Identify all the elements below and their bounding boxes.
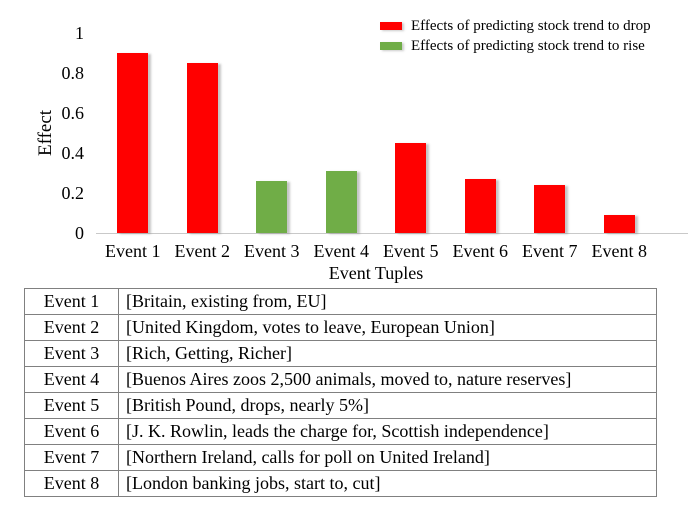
x-tick-label: Event 7 [522, 241, 578, 261]
event-tuple-cell: [Britain, existing from, EU] [118, 288, 657, 315]
bar-slot [307, 33, 377, 233]
event-tuple-cell: [United Kingdom, votes to leave, Europea… [118, 314, 657, 341]
event-id-cell: Event 1 [24, 288, 119, 315]
x-tick-label: Event 5 [383, 241, 439, 261]
event-tuple-cell: [Rich, Getting, Richer] [118, 340, 657, 367]
y-tick-label: 0.8 [61, 63, 85, 83]
event-tuple-cell: [British Pound, drops, nearly 5%] [118, 392, 657, 419]
bar-slot [376, 33, 446, 233]
effect-bar-chart: Effect 0 0.2 0.4 0.6 0.8 1 Event 1 Event 2 Even… [35, 18, 688, 283]
bar-slot [98, 33, 168, 233]
table-row: Event 5 [British Pound, drops, nearly 5%] [24, 392, 657, 419]
event-tuple-cell: [Northern Ireland, calls for poll on Uni… [118, 444, 657, 471]
y-tick-label: 1 [75, 23, 84, 43]
event-table-body: Event 1 [Britain, existing from, EU] Event… [24, 288, 657, 497]
x-tick-labels: Event 1 Event 2 Event 3 Event 4 Event 5 Event… [98, 240, 654, 262]
table-row: Event 1 [Britain, existing from, EU] [24, 288, 657, 315]
legend-item-rise: Effects of predicting stock trend to ris… [380, 38, 651, 54]
x-tick-label: Event 6 [452, 241, 509, 261]
x-tick-label: Event 4 [313, 241, 370, 261]
legend: Effects of predicting stock trend to dro… [380, 18, 651, 54]
table-row: Event 2 [United Kingdom, votes to leave, … [24, 314, 657, 341]
bar-slot [237, 33, 307, 233]
x-tick-label: Event 2 [174, 241, 231, 261]
event-id-cell: Event 5 [24, 392, 119, 419]
bar-event-1 [117, 53, 149, 233]
table-row: Event 3 [Rich, Getting, Richer] [24, 340, 657, 367]
x-tick-label: Event 1 [105, 241, 161, 261]
bar-event-2 [186, 63, 218, 233]
table-row: Event 4 [Buenos Aires zoos 2,500 animals,… [24, 366, 657, 393]
event-id-cell: Event 2 [24, 314, 119, 341]
bar-event-7 [534, 185, 566, 233]
bar-slot [585, 33, 655, 233]
y-tick-label: 0 [75, 223, 84, 243]
event-tuple-cell: [London banking jobs, start to, cut] [118, 470, 657, 497]
event-id-cell: Event 8 [24, 470, 119, 497]
table-row: Event 7 [Northern Ireland, calls for poll… [24, 444, 657, 471]
legend-label: Effects of predicting stock trend to ris… [411, 38, 645, 54]
bar-event-3 [256, 181, 288, 233]
event-tuple-cell: [J. K. Rowlin, leads the charge for, Sco… [118, 418, 657, 445]
event-id-cell: Event 6 [24, 418, 119, 445]
bar-slot [168, 33, 238, 233]
event-id-cell: Event 3 [24, 340, 119, 367]
legend-label: Effects of predicting stock trend to dro… [411, 18, 651, 34]
event-tuples-table: Event 1 [Britain, existing from, EU] Event… [24, 288, 657, 497]
legend-swatch-drop [380, 22, 402, 30]
legend-item-drop: Effects of predicting stock trend to dro… [380, 18, 651, 34]
bar-slot [515, 33, 585, 233]
event-tuple-cell: [Buenos Aires zoos 2,500 animals, moved … [118, 366, 657, 393]
legend-swatch-rise [380, 42, 402, 50]
bar-event-5 [395, 143, 427, 233]
table-row: Event 6 [J. K. Rowlin, leads the charge f… [24, 418, 657, 445]
x-tick-label: Event 8 [591, 241, 648, 261]
bars-row [98, 33, 654, 233]
event-id-cell: Event 7 [24, 444, 119, 471]
x-axis-line [96, 233, 688, 234]
bar-slot [446, 33, 516, 233]
bar-event-8 [603, 215, 635, 233]
x-tick-label: Event 3 [244, 241, 300, 261]
bar-event-6 [464, 179, 496, 233]
y-tick-label: 0.4 [61, 143, 85, 163]
bar-event-4 [325, 171, 357, 233]
y-tick-label: 0.2 [61, 183, 85, 203]
event-id-cell: Event 4 [24, 366, 119, 393]
x-axis-title: Event Tuples [328, 263, 424, 283]
y-tick-label: 0.6 [61, 103, 85, 123]
table-row: Event 8 [London banking jobs, start to, c… [24, 470, 657, 497]
